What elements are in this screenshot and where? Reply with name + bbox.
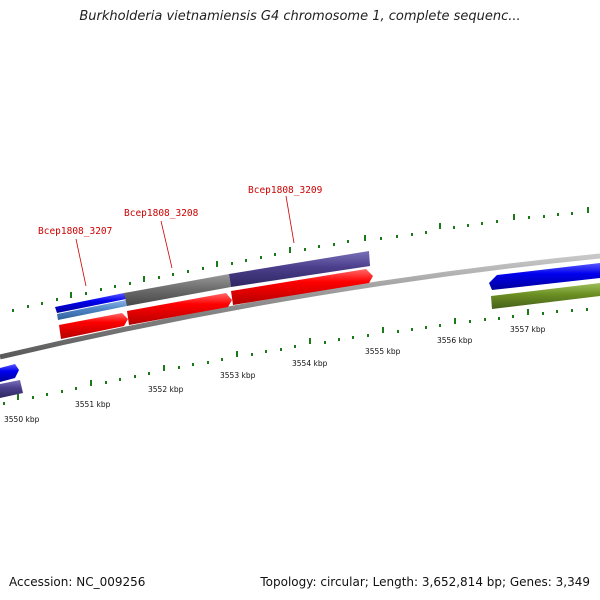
label-leader xyxy=(75,238,87,287)
forward-strand-genes xyxy=(55,251,370,320)
outer-tick-ring xyxy=(12,207,589,312)
map-title: Burkholderia vietnamiensis G4 chromosome… xyxy=(79,9,521,24)
right-genes xyxy=(489,263,600,309)
left-edge-genes xyxy=(0,364,23,398)
scale-label: 3550 kbp xyxy=(4,415,40,424)
label-leader xyxy=(160,220,173,269)
gene-blue-fwd[interactable] xyxy=(55,293,126,313)
scale-label: 3552 kbp xyxy=(148,385,184,394)
gene-label-3207[interactable]: Bcep1808_3207 xyxy=(38,226,112,237)
scale-label: 3555 kbp xyxy=(365,347,401,356)
gene-olive-right[interactable] xyxy=(491,283,600,309)
gene-red-1[interactable] xyxy=(59,313,128,339)
gene-gray-fwd[interactable] xyxy=(124,274,231,306)
gene-blue-left[interactable] xyxy=(0,364,19,382)
scale-label: 3551 kbp xyxy=(75,400,111,409)
scale-label: 3556 kbp xyxy=(437,336,473,345)
gene-purple-left[interactable] xyxy=(0,380,23,398)
gene-purple-fwd[interactable] xyxy=(229,251,370,287)
gene-blue-right[interactable] xyxy=(489,263,600,290)
reverse-strand-genes xyxy=(59,269,373,339)
scale-label: 3557 kbp xyxy=(510,325,546,334)
scale-label: 3553 kbp xyxy=(220,371,256,380)
gene-red-3[interactable] xyxy=(231,269,373,305)
inner-tick-ring xyxy=(3,308,588,405)
scale-label: 3554 kbp xyxy=(292,359,328,368)
gene-red-2[interactable] xyxy=(127,293,232,325)
scale-labels: 3550 kbp 3551 kbp 3552 kbp 3553 kbp 3554… xyxy=(4,325,546,424)
chromosome-backbone xyxy=(0,253,600,360)
gene-labels: Bcep1808_3207 Bcep1808_3208 Bcep1808_320… xyxy=(38,185,323,287)
gene-label-3208[interactable]: Bcep1808_3208 xyxy=(124,208,199,219)
gene-label-3209[interactable]: Bcep1808_3209 xyxy=(248,185,323,196)
gene-light-blue-fwd[interactable] xyxy=(57,300,127,320)
genome-summary-text: Topology: circular; Length: 3,652,814 bp… xyxy=(260,575,590,589)
accession-text: Accession: NC_009256 xyxy=(9,575,146,589)
label-leader xyxy=(285,195,295,244)
